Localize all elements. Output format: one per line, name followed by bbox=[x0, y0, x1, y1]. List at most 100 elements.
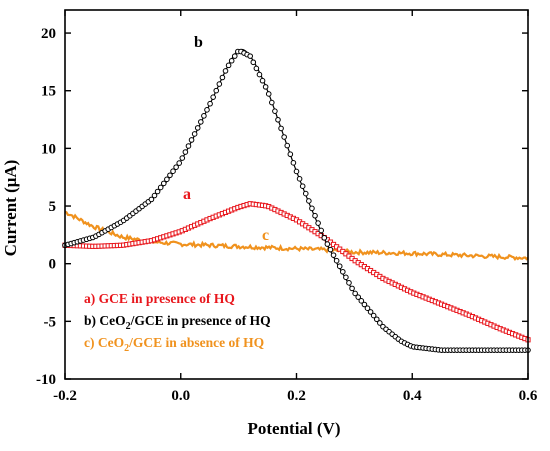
series-b-point bbox=[336, 263, 343, 270]
y-tick-label-3: 5 bbox=[49, 199, 57, 215]
series-b-point bbox=[188, 137, 195, 143]
series-b-point bbox=[278, 125, 284, 132]
series-b-point bbox=[176, 160, 183, 166]
series-b-point bbox=[377, 320, 383, 326]
series-b-point bbox=[355, 294, 362, 300]
series-b-point bbox=[367, 309, 374, 315]
series-b-point bbox=[151, 192, 158, 199]
series-b-point bbox=[343, 274, 349, 281]
series-b-point bbox=[284, 142, 291, 149]
series-b-point bbox=[216, 81, 223, 87]
series-b-point bbox=[154, 188, 161, 195]
series-b-point bbox=[352, 290, 358, 297]
x-axis-title: Potential (V) bbox=[247, 419, 340, 438]
x-tick-label-0: -0.2 bbox=[53, 388, 77, 404]
series-b-point bbox=[228, 57, 235, 64]
series-b-point bbox=[287, 151, 294, 158]
axes-layer: -0.2 0.0 0.2 0.4 0.6 -10 -5 0 5 10 15 20 bbox=[36, 10, 538, 404]
series-b-point bbox=[321, 235, 328, 241]
series-b-point bbox=[231, 53, 238, 59]
series-layer bbox=[62, 48, 531, 353]
series-b-point bbox=[253, 65, 260, 72]
legend: a) GCE in presence of HQ b) CeO2/GCE in … bbox=[84, 291, 271, 354]
series-b-point bbox=[222, 68, 229, 74]
series-b-point bbox=[167, 172, 173, 179]
series-b bbox=[62, 48, 531, 353]
legend-entry-b-part1: b) CeO bbox=[84, 313, 126, 328]
series-b-point bbox=[309, 205, 315, 212]
x-tick-label-3: 0.4 bbox=[403, 388, 422, 404]
series-b-point bbox=[370, 312, 377, 319]
series-b-point bbox=[148, 196, 155, 203]
series-b-point bbox=[327, 246, 334, 253]
series-b-point bbox=[182, 149, 189, 155]
series-b-point bbox=[198, 119, 204, 125]
series-b-point bbox=[185, 143, 192, 149]
series-b-point bbox=[302, 190, 309, 197]
x-tick-label-2: 0.2 bbox=[287, 388, 306, 404]
series-b-point bbox=[265, 91, 272, 97]
series-b-point bbox=[296, 176, 303, 182]
series-b-point bbox=[349, 285, 355, 292]
series-b-point bbox=[346, 280, 352, 286]
series-b-point bbox=[191, 131, 198, 137]
series-b-point bbox=[340, 268, 346, 275]
series-b-point bbox=[358, 298, 365, 304]
y-axis-title: Current (μA) bbox=[1, 160, 20, 257]
series-b-point bbox=[170, 168, 176, 175]
series-b-point bbox=[312, 212, 318, 219]
series-b-point bbox=[213, 87, 220, 94]
series-b-point bbox=[333, 257, 340, 264]
x-tick-label-4: 0.6 bbox=[519, 388, 538, 404]
series-b-point bbox=[225, 62, 232, 69]
series-b-point bbox=[318, 227, 324, 234]
series-b-point bbox=[194, 125, 201, 131]
series-b-point bbox=[201, 113, 207, 119]
series-b-point bbox=[299, 183, 306, 189]
legend-entry-c-sub: 2 bbox=[124, 343, 129, 354]
y-tick-label-1: -5 bbox=[44, 314, 57, 330]
legend-entry-b: b) CeO2/GCE in presence of HQ bbox=[84, 313, 271, 332]
series-b-point bbox=[247, 53, 253, 59]
series-b-point bbox=[324, 241, 331, 247]
x-tick-label-1: 0.0 bbox=[171, 388, 190, 404]
series-b-point bbox=[164, 176, 170, 183]
series-b-point bbox=[160, 180, 167, 187]
series-b-point bbox=[373, 316, 380, 323]
legend-entry-b-part2: /GCE in presence of HQ bbox=[130, 313, 271, 328]
series-b-point bbox=[262, 84, 269, 90]
series-b-point bbox=[281, 134, 287, 140]
curve-label-b: b bbox=[194, 34, 203, 51]
series-b-point bbox=[275, 116, 281, 123]
series-b-point bbox=[293, 168, 300, 175]
series-b-point bbox=[173, 164, 179, 170]
series-b-point bbox=[361, 301, 368, 308]
legend-entry-a: a) GCE in presence of HQ bbox=[84, 291, 235, 306]
legend-entry-b-sub: 2 bbox=[126, 321, 131, 332]
series-b-point bbox=[364, 305, 371, 311]
series-b-point bbox=[256, 71, 263, 78]
y-tick-label-0: -10 bbox=[36, 372, 56, 388]
series-b-point bbox=[179, 155, 186, 161]
y-tick-label-2: 0 bbox=[49, 257, 57, 273]
series-b-point bbox=[259, 77, 266, 84]
series-b-point bbox=[210, 94, 216, 100]
y-tick-label-5: 15 bbox=[41, 84, 56, 100]
y-tick-label-6: 20 bbox=[41, 26, 56, 42]
series-b-point bbox=[219, 74, 226, 81]
curve-label-a: a bbox=[183, 186, 191, 203]
series-b-point bbox=[204, 107, 210, 113]
series-b-point bbox=[306, 198, 312, 204]
series-b-point bbox=[157, 184, 164, 191]
series-b-point bbox=[272, 108, 278, 114]
y-tick-label-4: 10 bbox=[41, 141, 56, 157]
legend-entry-c: c) CeO2/GCE in absence of HQ bbox=[84, 335, 264, 354]
series-b-point bbox=[250, 59, 257, 66]
series-b-point bbox=[269, 99, 275, 106]
series-b-point bbox=[207, 100, 213, 107]
legend-entry-c-part2: /GCE in absence of HQ bbox=[128, 335, 264, 350]
series-b-point bbox=[330, 252, 337, 258]
series-b-point bbox=[290, 160, 297, 166]
